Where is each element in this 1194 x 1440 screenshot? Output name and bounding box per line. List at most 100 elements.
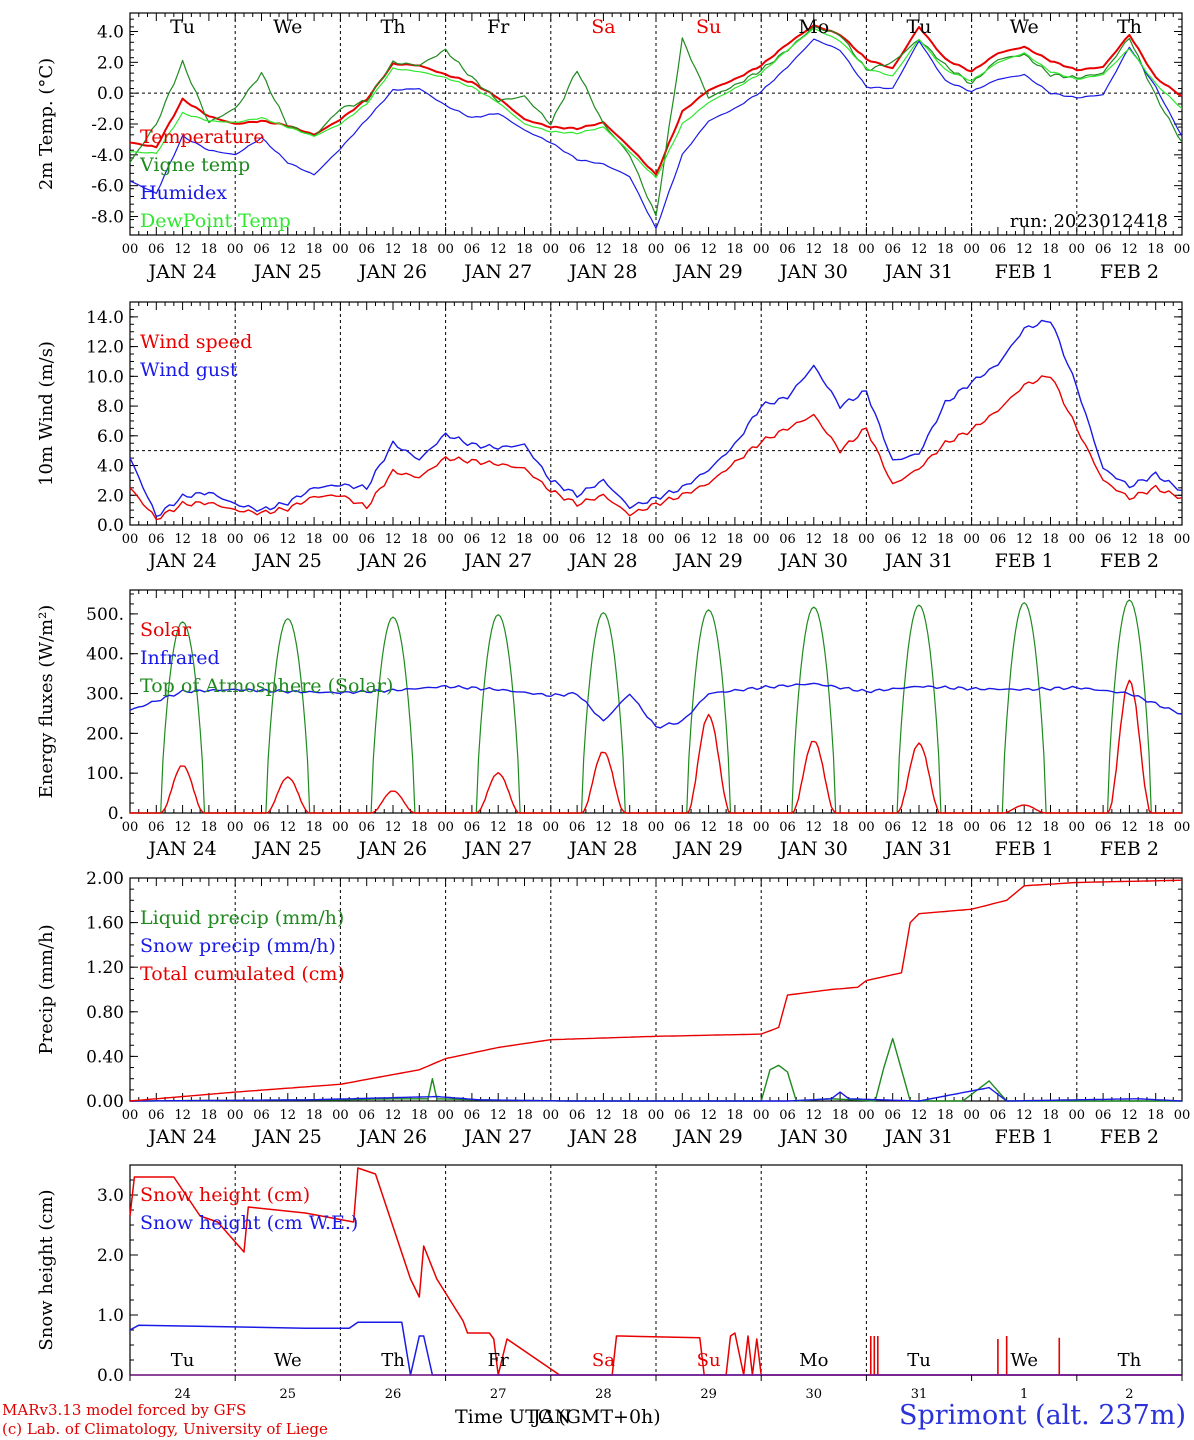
hour-label: 00 [332,820,349,835]
hour-label: 12 [490,242,507,257]
hour-label: 06 [779,820,796,835]
day-number: 25 [280,1387,297,1402]
day-label: Th [1117,16,1142,38]
hour-label: 06 [884,1108,901,1123]
hour-label: 06 [990,242,1007,257]
date-label: JAN 30 [778,838,848,860]
temp-line-3 [130,27,1183,179]
date-label: JAN 31 [883,550,953,572]
hour-label: 18 [306,242,323,257]
day-label: We [1010,16,1039,38]
y-axis-label: Precip (mm/h) [36,924,57,1054]
panel-frame [129,301,1183,526]
hour-label: 18 [516,820,533,835]
hour-label: 12 [806,1108,823,1123]
hour-label: 18 [411,242,428,257]
hour-label: 00 [858,532,875,547]
hour-label: 06 [464,242,481,257]
hour-label: 06 [569,1108,586,1123]
hour-label: 00 [1069,242,1086,257]
hour-label: 12 [174,532,191,547]
hour-label: 18 [411,820,428,835]
hour-label: 00 [753,242,770,257]
hour-label: 00 [858,242,875,257]
hour-label: 06 [674,1108,691,1123]
legend-entry: Total cumulated (cm) [140,963,345,985]
y-tick-label: 0.0 [97,84,124,104]
date-label: JAN 25 [252,1126,322,1148]
hour-label: 12 [595,532,612,547]
hour-label: 00 [227,242,244,257]
legend-entry: Infrared [140,647,220,669]
hour-label: 18 [1042,532,1059,547]
precip-line-1 [130,1086,1183,1102]
date-label: JAN 24 [147,1126,217,1148]
hour-label: 18 [411,532,428,547]
hour-label: 00 [648,242,665,257]
day-label: We [273,16,302,38]
date-label: JAN 28 [567,1126,637,1148]
day-number: 28 [595,1387,612,1402]
y-axis-label: Snow height (cm) [36,1189,57,1350]
legend-entry: Top of Atmosphere (Solar) [140,675,393,697]
day-label: Su [697,1350,721,1371]
date-label: JAN 26 [357,550,427,572]
hour-label: 12 [174,242,191,257]
y-tick-label: 12.0 [86,338,124,358]
panel-1: 4.0 2.0 0.0 -2.0 -4.0 -6.0 -8.0 2m Temp. (°C) 00… [36,12,1190,283]
site-title: Sprimont (alt. 237m) [899,1400,1186,1431]
x-axis-month: JAN [533,1406,571,1428]
day-label: Mo [798,16,829,38]
hour-label: 12 [806,532,823,547]
date-label: JAN 29 [673,1126,743,1148]
date-label: JAN 30 [778,1126,848,1148]
hour-label: 00 [963,532,980,547]
day-number: 2 [1125,1387,1133,1402]
day-label: Su [696,16,721,38]
run-label: run: 2023012418 [1010,211,1168,232]
y-tick-label: 1.20 [86,958,124,978]
y-axis-label: Energy fluxes (W/m²) [36,605,57,799]
hour-label: 12 [700,532,717,547]
hour-label: 06 [779,242,796,257]
hour-label: 18 [621,1108,638,1123]
date-label: FEB 2 [1100,261,1159,283]
solar-line [130,679,1182,814]
hour-label: 00 [963,242,980,257]
hour-label: 12 [806,820,823,835]
model-credit: MARv3.13 model forced by GFS [2,1401,247,1419]
y-tick-label: 300. [86,685,124,705]
date-label: JAN 28 [567,550,637,572]
hour-label: 06 [779,1108,796,1123]
hour-label: 12 [700,242,717,257]
date-label: JAN 29 [673,550,743,572]
precip-line-2 [129,879,1183,1102]
hour-label: 18 [306,820,323,835]
date-label: JAN 24 [147,261,217,283]
hour-label: 18 [832,242,849,257]
day-label: Fr [488,1350,509,1371]
hour-label: 12 [1016,242,1033,257]
hour-label: 00 [1174,532,1191,547]
snow-line-0 [129,1167,1182,1376]
hour-label: 18 [201,242,218,257]
wind-line-1 [129,319,1183,518]
hour-label: 06 [148,820,165,835]
hour-label: 06 [884,532,901,547]
hour-label: 12 [280,820,297,835]
y-tick-label: 100. [86,764,124,784]
hour-label: 12 [174,820,191,835]
hour-label: 06 [464,1108,481,1123]
y-tick-label: 14.0 [86,308,124,328]
hour-label: 12 [1121,532,1138,547]
day-number: 26 [385,1387,402,1402]
hour-label: 12 [1016,1108,1033,1123]
day-label: We [274,1350,302,1371]
hour-label: 18 [306,1108,323,1123]
y-tick-label: 400. [86,645,124,665]
hour-label: 18 [411,1108,428,1123]
y-tick-label: 2.0 [97,1246,124,1266]
hour-label: 00 [648,532,665,547]
legend-entry: Wind speed [140,331,252,353]
hour-label: 06 [674,532,691,547]
